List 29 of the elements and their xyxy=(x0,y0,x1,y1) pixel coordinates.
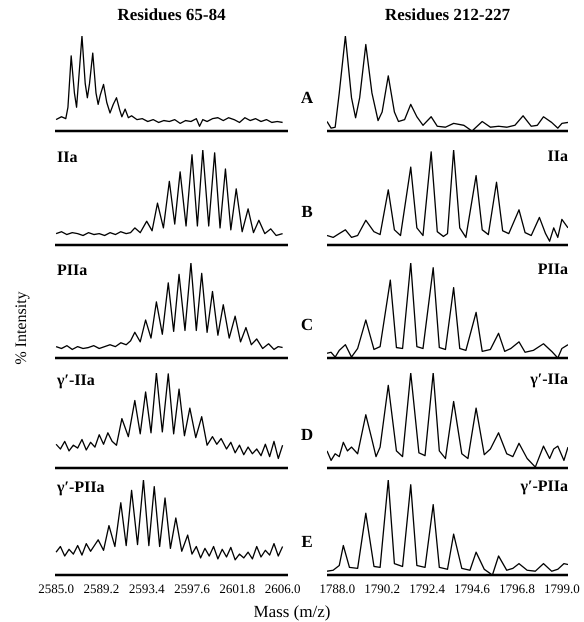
x-tick-label: 1788.0 xyxy=(319,581,356,596)
x-tick-label: 2589.2 xyxy=(84,581,120,596)
x-tick-label: 2601.8 xyxy=(219,581,256,596)
x-tick-label: 2606.0 xyxy=(264,581,300,596)
x-tick-label: 1796.8 xyxy=(499,581,535,596)
x-tick-label: 2593.4 xyxy=(128,581,166,596)
text: C xyxy=(300,315,314,334)
text: E xyxy=(301,532,313,551)
annotation: γ′-IIa xyxy=(57,372,95,390)
x-tick-label: 1790.2 xyxy=(364,581,400,596)
x-axis-title: Mass (m/z) xyxy=(254,602,330,621)
text: A xyxy=(300,88,314,107)
annotation: γ′-PIIa xyxy=(520,478,568,496)
x-tick-label: 1799.0 xyxy=(544,581,580,596)
annotation: PIIa xyxy=(57,262,88,280)
x-tick-label: 1792.4 xyxy=(409,581,446,596)
annotation: IIa xyxy=(548,148,568,166)
y-axis-title: % Intensity xyxy=(13,291,31,365)
annotation: γ′-PIIa xyxy=(57,479,105,497)
annotation: PIIa xyxy=(538,261,568,279)
x-tick-label: 2597.6 xyxy=(174,581,210,596)
text: D xyxy=(300,425,314,444)
annotation: γ′-IIa xyxy=(530,371,568,389)
x-tick-label: 2585.0 xyxy=(38,581,74,596)
annotation: IIa xyxy=(57,149,78,167)
x-tick-label: 1794.6 xyxy=(454,581,490,596)
text: B xyxy=(301,202,313,221)
chart-title: Residues 212-227 xyxy=(384,5,510,24)
chart-title: Residues 65-84 xyxy=(117,5,226,24)
